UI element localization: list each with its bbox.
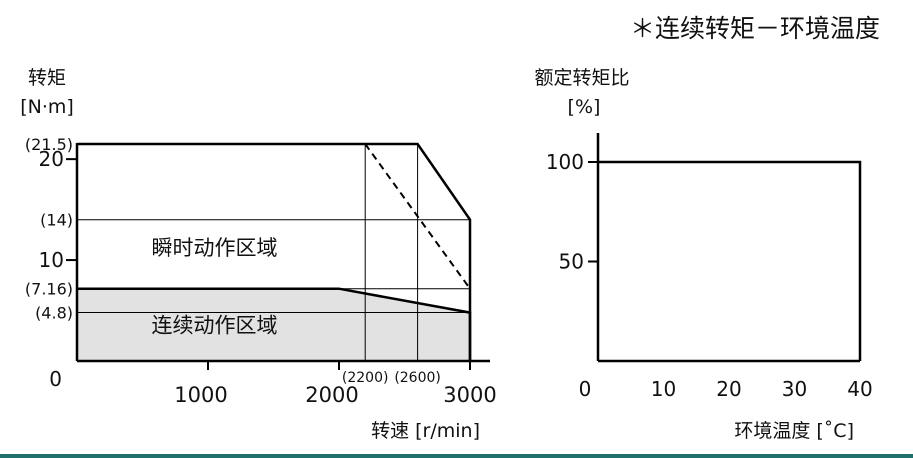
chart1-y-tick-label: (4.8) (35, 304, 73, 323)
chart1-x-tick-label: 3000 (443, 383, 496, 407)
chart2-ylabel-line2: [%] (568, 96, 601, 118)
figure-title: ＊连续转矩－环境温度 (630, 14, 880, 43)
chart1-y-tick-label: (21.5) (25, 135, 73, 154)
chart2-y-tick-label: 50 (559, 250, 584, 274)
chart2-x-tick-label: 10 (651, 377, 676, 401)
chart2-y-tick-label: 100 (546, 150, 584, 174)
chart1-x-tick-label: 1000 (174, 383, 227, 407)
chart2-x-tick-label: 0 (579, 377, 592, 401)
chart1-xlabel: 转速 [r/min] (371, 420, 480, 442)
chart1-ylabel-line2: [N·m] (20, 96, 74, 118)
instantaneous-region-label: 瞬时动作区域 (152, 236, 278, 260)
dashed-boundary-line (364, 143, 471, 290)
chart1-x-tick-label: (2200) (342, 370, 389, 386)
continuous-region-fill (77, 288, 470, 361)
chart2-x-tick-label: 40 (847, 377, 872, 401)
chart1-origin-label: 0 (49, 367, 62, 391)
chart1-y-tick-label: 20 (39, 147, 64, 171)
bottom-accent-rule (0, 454, 913, 458)
chart1-x-tick-label: 2000 (305, 383, 358, 407)
instantaneous-boundary-line (77, 142, 472, 361)
chart2-x-tick-label: 30 (782, 377, 807, 401)
torque-ratio-line (598, 160, 862, 361)
chart1-ylabel-line1: 转矩 (28, 67, 66, 89)
torque-temperature-chart: 额定转矩比 [%] 环境温度 [˚C] 100 50 0 10 20 30 40 (534, 67, 872, 442)
chart1-y-tick-label: 10 (39, 248, 64, 272)
continuous-region-label: 连续动作区域 (152, 314, 278, 338)
chart1-y-tick-label: (7.16) (25, 280, 73, 299)
chart2-xlabel: 环境温度 [˚C] (734, 420, 854, 442)
chart2-ylabel-line1: 额定转矩比 (534, 67, 629, 89)
chart2-x-tick-label: 20 (716, 377, 741, 401)
chart1-y-tick-label: (14) (40, 211, 73, 230)
chart1-x-tick-label: (2600) (394, 370, 441, 386)
